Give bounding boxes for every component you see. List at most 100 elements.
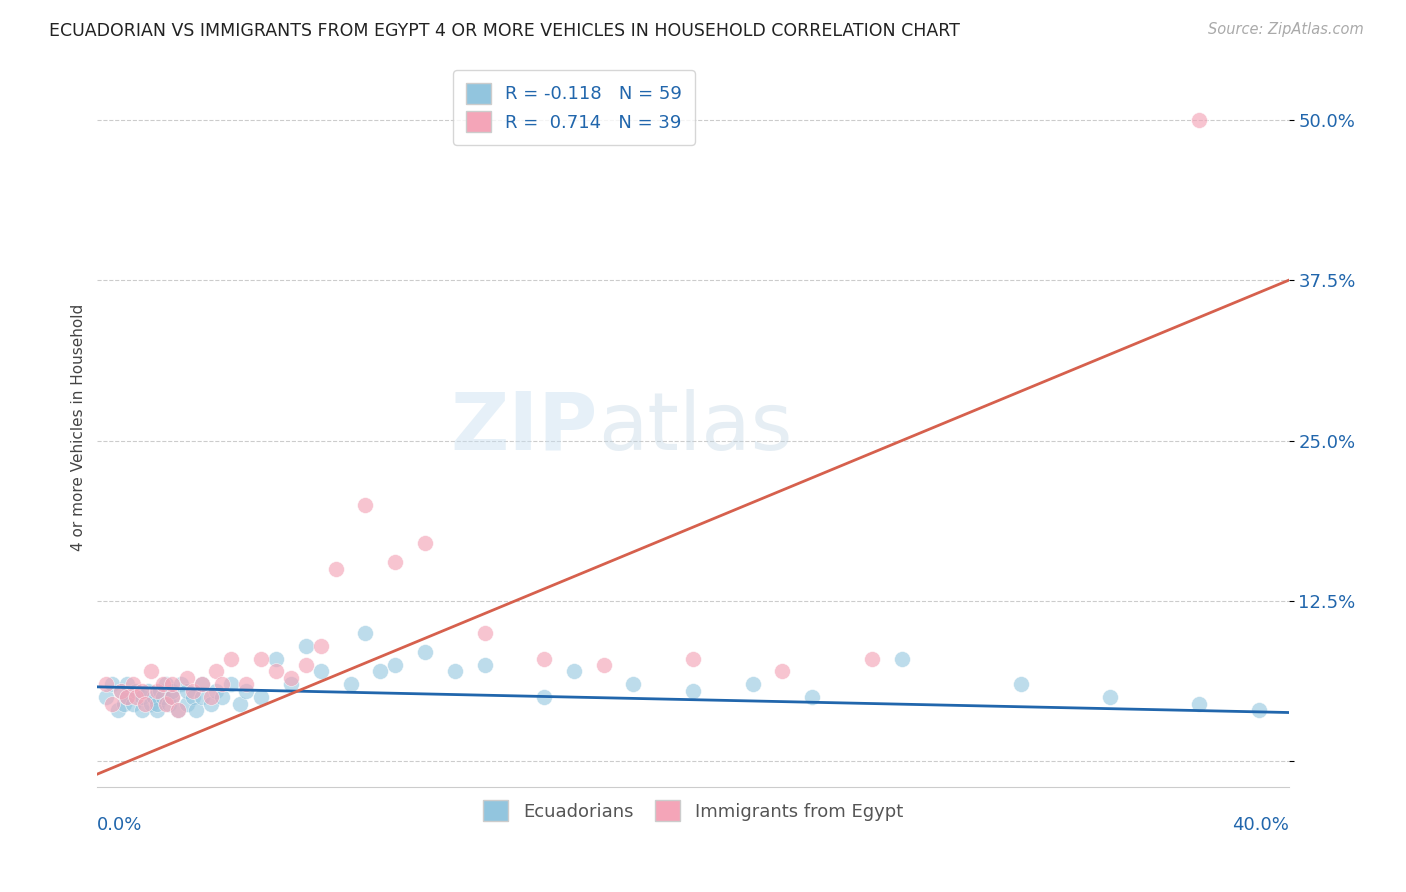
Text: ZIP: ZIP (450, 389, 598, 467)
Text: atlas: atlas (598, 389, 792, 467)
Point (110, 683, 132, 698)
Point (325, 562, 347, 576)
Point (176, 671, 198, 685)
Point (107, 703, 129, 717)
Point (181, 690, 204, 705)
Point (190, 690, 212, 705)
Point (155, 697, 177, 711)
Point (166, 703, 188, 717)
Point (309, 639, 332, 653)
Point (166, 703, 188, 717)
Point (136, 683, 159, 698)
Point (205, 665, 228, 679)
Point (221, 677, 243, 691)
Point (200, 690, 222, 705)
Point (682, 683, 704, 698)
Point (190, 677, 212, 691)
Point (160, 690, 183, 705)
Point (146, 683, 169, 698)
Point (264, 651, 287, 665)
Point (115, 690, 138, 705)
Point (160, 690, 183, 705)
Point (770, 665, 793, 679)
Point (211, 677, 233, 691)
Point (170, 677, 193, 691)
Point (146, 697, 169, 711)
Point (96, 690, 118, 705)
Point (1188, 112, 1211, 127)
Point (562, 665, 585, 679)
Point (280, 677, 302, 691)
Point (309, 665, 332, 679)
Point (181, 683, 204, 698)
Point (134, 697, 156, 711)
Point (235, 683, 257, 698)
Point (112, 697, 135, 711)
Point (184, 703, 207, 717)
Point (229, 697, 252, 711)
Point (354, 498, 377, 512)
Point (250, 690, 273, 705)
Point (96, 677, 118, 691)
Point (474, 658, 496, 673)
Point (152, 690, 174, 705)
Point (801, 690, 824, 705)
Point (131, 690, 153, 705)
Point (211, 690, 233, 705)
Point (592, 658, 614, 673)
Point (125, 690, 148, 705)
Point (1099, 690, 1122, 705)
Point (155, 677, 177, 691)
Point (682, 651, 704, 665)
Point (122, 677, 145, 691)
Text: 0.0%: 0.0% (97, 815, 143, 834)
Point (152, 677, 174, 691)
Point (190, 677, 212, 691)
Point (533, 651, 555, 665)
Point (1247, 703, 1270, 717)
Point (142, 690, 165, 705)
Point (200, 697, 222, 711)
Point (149, 683, 172, 698)
Y-axis label: 4 or more Vehicles in Household: 4 or more Vehicles in Household (72, 304, 86, 551)
Point (146, 703, 169, 717)
Point (890, 651, 912, 665)
Point (235, 677, 257, 691)
Point (443, 665, 465, 679)
Point (264, 665, 287, 679)
Point (295, 639, 318, 653)
Point (368, 665, 391, 679)
Point (139, 665, 162, 679)
Point (110, 683, 132, 698)
Point (354, 626, 377, 640)
Point (384, 658, 406, 673)
Point (860, 651, 883, 665)
Point (122, 697, 145, 711)
Point (205, 683, 228, 698)
Point (176, 683, 198, 698)
Point (474, 626, 496, 640)
Point (115, 677, 138, 691)
Point (413, 536, 436, 550)
Point (101, 697, 124, 711)
Point (176, 697, 198, 711)
Point (115, 690, 138, 705)
Point (1188, 697, 1211, 711)
Point (413, 645, 436, 659)
Legend: Ecuadorians, Immigrants from Egypt: Ecuadorians, Immigrants from Egypt (475, 793, 910, 828)
Text: ECUADORIAN VS IMMIGRANTS FROM EGYPT 4 OR MORE VEHICLES IN HOUSEHOLD CORRELATION : ECUADORIAN VS IMMIGRANTS FROM EGYPT 4 OR… (49, 22, 960, 40)
Text: 40.0%: 40.0% (1232, 815, 1289, 834)
Point (295, 658, 318, 673)
Point (160, 677, 183, 691)
Point (623, 677, 645, 691)
Point (131, 683, 153, 698)
Point (125, 683, 148, 698)
Text: Source: ZipAtlas.com: Source: ZipAtlas.com (1208, 22, 1364, 37)
Point (139, 697, 162, 711)
Point (250, 651, 273, 665)
Point (280, 671, 302, 685)
Point (741, 677, 763, 691)
Point (157, 697, 180, 711)
Point (131, 703, 153, 717)
Point (160, 683, 183, 698)
